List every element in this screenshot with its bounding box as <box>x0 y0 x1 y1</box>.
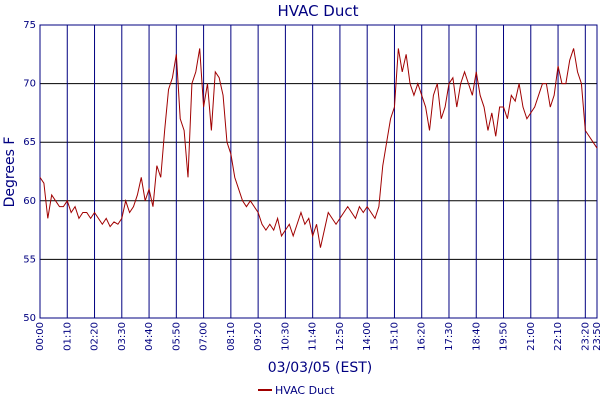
y-tick-label: 50 <box>23 313 36 324</box>
data-line <box>39 48 598 248</box>
x-tick-label: 18:40 <box>471 322 482 351</box>
y-tick-label: 60 <box>23 196 36 207</box>
chart-title: HVAC Duct <box>277 2 358 20</box>
x-tick-label: 04:40 <box>144 322 155 351</box>
x-tick-label: 05:50 <box>171 322 182 351</box>
x-tick-label: 22:10 <box>553 322 564 351</box>
plot-frame <box>39 24 598 319</box>
x-tick-label: 19:50 <box>499 322 510 351</box>
x-tick-label: 07:00 <box>199 322 210 351</box>
x-tick-label: 21:00 <box>526 322 537 351</box>
x-tick-label: 11:40 <box>308 322 319 351</box>
x-tick-label: 16:20 <box>417 322 428 351</box>
x-tick-label: 01:10 <box>62 322 73 351</box>
x-tick-label: 02:20 <box>90 322 101 351</box>
x-tick-label: 12:50 <box>335 322 346 351</box>
x-tick-label: 15:10 <box>389 322 400 351</box>
y-axis-label: Degrees F <box>2 137 18 208</box>
x-tick-label: 23:50 <box>592 322 600 351</box>
y-tick-label: 55 <box>23 254 36 265</box>
y-tick-label: 70 <box>23 79 36 90</box>
x-tick-label: 14:00 <box>362 322 373 351</box>
x-tick-label: 09:20 <box>253 322 264 351</box>
y-tick-label: 65 <box>23 137 36 148</box>
x-tick-label: 10:30 <box>280 322 291 351</box>
x-tick-label: 03:30 <box>117 322 128 351</box>
y-tick-label: 75 <box>23 20 36 31</box>
x-tick-label: 23:20 <box>580 322 591 351</box>
x-tick-label: 00:00 <box>35 322 46 351</box>
legend-label: HVAC Duct <box>275 384 335 397</box>
x-axis-label: 03/03/05 (EST) <box>268 360 373 376</box>
x-tick-label: 17:30 <box>444 322 455 351</box>
x-tick-label: 08:10 <box>226 322 237 351</box>
